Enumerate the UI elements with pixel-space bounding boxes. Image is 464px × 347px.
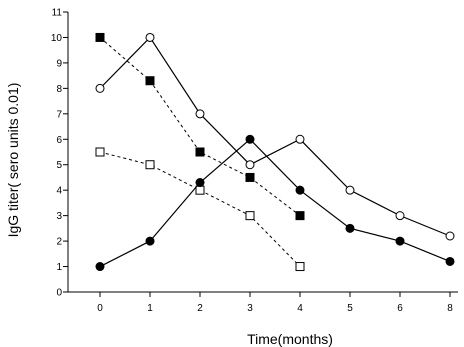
series-1	[95, 32, 305, 221]
data-point	[395, 211, 405, 221]
series-3	[95, 147, 305, 272]
data-point	[345, 223, 355, 233]
y-tick-label: 3	[56, 211, 62, 222]
series-layer	[95, 32, 455, 272]
data-point	[445, 256, 455, 266]
data-point	[295, 185, 305, 195]
series-2	[95, 32, 455, 241]
y-tick-label: 5	[56, 160, 62, 171]
data-point	[245, 160, 255, 170]
x-tick-label: 5	[347, 303, 353, 314]
data-point	[295, 134, 305, 144]
data-point	[395, 236, 405, 246]
y-tick-label: 8	[56, 84, 62, 95]
data-point	[195, 185, 205, 195]
x-tick-label: 1	[147, 303, 153, 314]
series-4	[95, 134, 455, 272]
data-point	[145, 236, 155, 246]
data-point	[145, 32, 155, 42]
series-line	[99, 138, 451, 268]
x-tick-label: 0	[97, 303, 103, 314]
x-axis-title: Time(months)	[247, 331, 333, 347]
data-point	[345, 185, 355, 195]
series-line	[99, 36, 451, 237]
data-point	[195, 178, 205, 188]
data-point	[295, 262, 305, 272]
data-point	[245, 134, 255, 144]
axes	[67, 12, 458, 293]
data-point	[95, 147, 105, 157]
y-ticks: 0 1 2 3 4 5 6 7 8 9 10 11	[51, 8, 68, 299]
data-point	[145, 160, 155, 170]
series-line	[99, 37, 301, 217]
y-tick-label: 7	[56, 109, 62, 120]
y-tick-label: 4	[56, 186, 62, 197]
data-point	[195, 109, 205, 119]
y-axis-title: IgG titer( sero units 0.01)	[5, 83, 21, 238]
data-point	[145, 76, 155, 86]
data-point	[95, 32, 105, 42]
data-point	[445, 231, 455, 241]
x-tick-label: 3	[247, 303, 253, 314]
data-point	[295, 211, 305, 221]
y-tick-label: 11	[52, 8, 63, 19]
series-line	[99, 151, 301, 267]
y-tick-label: 1	[56, 262, 62, 273]
data-point	[95, 262, 105, 272]
x-tick-label: 8	[447, 303, 453, 314]
data-point	[95, 83, 105, 93]
data-point	[245, 172, 255, 182]
data-point	[195, 147, 205, 157]
y-tick-label: 10	[51, 33, 63, 44]
y-tick-label: 2	[56, 237, 62, 248]
y-tick-label: 0	[56, 288, 62, 299]
y-tick-label: 9	[56, 58, 62, 69]
data-point	[245, 211, 255, 221]
x-tick-label: 2	[197, 303, 203, 314]
x-tick-label: 6	[397, 303, 403, 314]
x-ticks: 0 1 2 3 4 5 6 8	[97, 292, 453, 314]
x-tick-label: 4	[297, 303, 303, 314]
y-tick-label: 6	[56, 135, 62, 146]
